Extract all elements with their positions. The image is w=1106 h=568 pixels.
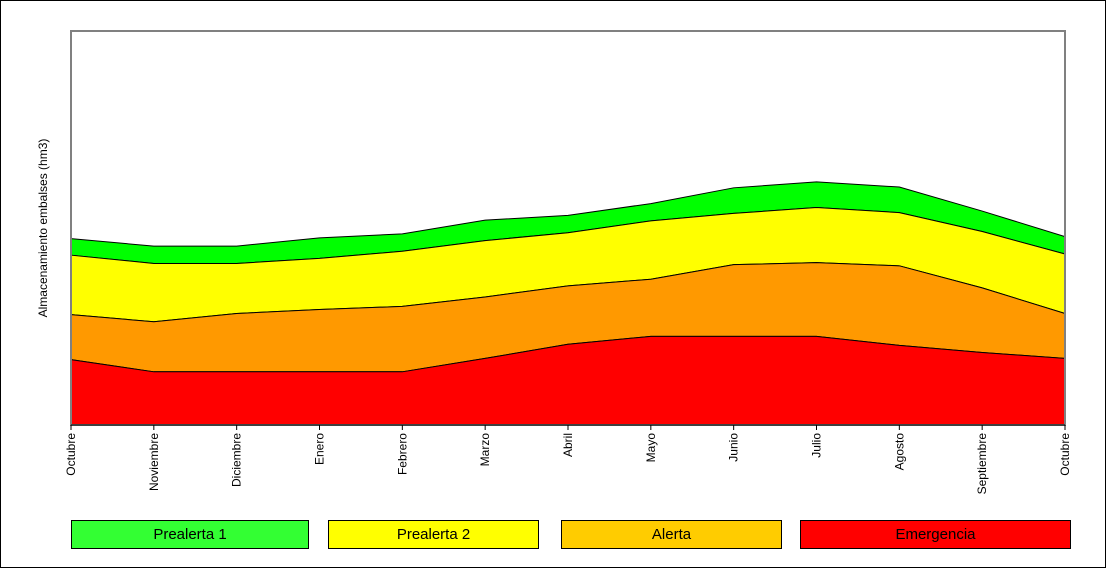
legend-label-alerta: Alerta [651, 526, 692, 543]
y-axis-label: Almacenamiento embalses (hm3) [36, 139, 50, 318]
x-tick-label: Octubre [64, 433, 78, 476]
x-tick-label: Septiembre [975, 433, 989, 495]
x-tick-label: Octubre [1058, 433, 1072, 476]
x-tick-label: Abril [561, 433, 575, 457]
legend-item-prealerta-2: Prealerta 2 [328, 520, 539, 549]
x-axis: Octubre Noviembre Diciembre Enero Febrero Mar… [64, 424, 1072, 495]
x-tick-label: Agosto [892, 433, 906, 471]
x-tick-label: Junio [727, 433, 741, 462]
x-tick-label: Noviembre [147, 433, 161, 491]
x-tick-label: Mayo [644, 433, 658, 463]
legend-item-emergencia: Emergencia [800, 520, 1071, 549]
legend-item-prealerta-1: Prealerta 1 [71, 520, 309, 549]
legend-item-alerta: Alerta [561, 520, 782, 549]
x-tick-label: Julio [810, 433, 824, 458]
legend-label-prealerta-1: Prealerta 1 [153, 526, 227, 543]
legend-label-prealerta-2: Prealerta 2 [396, 526, 471, 543]
x-tick-label: Marzo [478, 433, 492, 467]
x-tick-label: Diciembre [230, 433, 244, 487]
x-tick-label: Febrero [395, 433, 409, 475]
legend-label-emergencia: Emergencia [895, 526, 976, 543]
x-tick-label: Enero [313, 433, 327, 465]
area-series-group [70, 30, 1066, 426]
